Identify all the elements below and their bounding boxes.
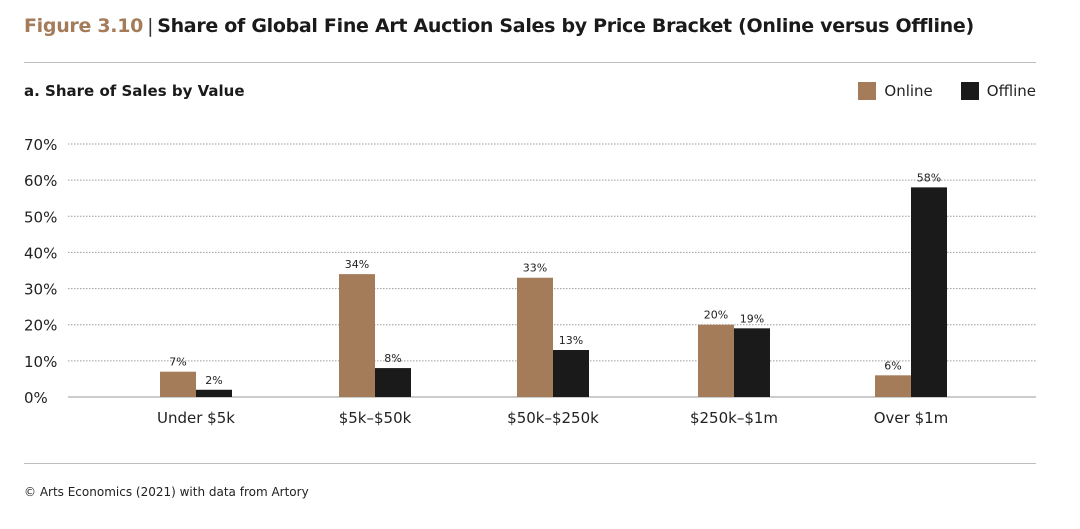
x-tick-label: $250k–$1m [690,409,778,427]
legend: Online Offline [858,82,1036,100]
y-tick-label: 20% [24,317,57,335]
x-tick-label: $50k–$250k [507,409,599,427]
bar-offline [375,368,411,397]
legend-swatch-offline [960,82,979,100]
y-tick-label: 10% [24,353,57,371]
data-label: 33% [523,262,547,275]
source-note: © Arts Economics (2021) with data from A… [24,485,309,499]
figure-title: Figure 3.10 | Share of Global Fine Art Auc… [24,15,974,37]
legend-swatch-online [858,82,877,100]
legend-label-offline: Offline [986,82,1036,100]
y-tick-label: 60% [24,172,57,190]
data-label: 19% [740,312,764,325]
bar-online [875,375,911,397]
legend-online: Online [858,82,933,100]
bar-offline [911,187,947,397]
x-tick-label: $5k–$50k [339,409,412,427]
bar-chart: 0% 10% 20% 30% 40% 50% 60% 70% 7% 2% Under $5k 34% 8… [24,136,1036,427]
y-tick-label: 40% [24,244,57,262]
bottom-divider [24,463,1036,464]
bar-offline [553,350,589,397]
title-text: Share of Global Fine Art Auction Sales b… [157,15,974,37]
bar-online [698,324,734,397]
chart-subtitle: a. Share of Sales by Value [24,82,245,100]
data-label: 6% [884,359,901,372]
data-label: 2% [205,374,222,387]
data-label: 58% [917,171,941,184]
bar-online [339,274,375,397]
bar-offline [734,328,770,397]
top-divider [24,62,1036,63]
data-label: 34% [345,258,369,271]
figure-label: Figure 3.10 [24,15,144,37]
data-label: 13% [559,334,583,347]
y-tick-label: 70% [24,136,57,154]
bar-online [160,371,196,397]
data-label: 20% [704,309,728,322]
y-tick-label: 0% [24,389,48,407]
bar-offline [196,389,232,397]
data-label: 7% [169,356,186,369]
data-label: 8% [384,352,401,365]
bar-online [517,277,553,397]
x-tick-label: Over $1m [874,409,949,427]
legend-label-online: Online [884,82,933,100]
x-tick-label: Under $5k [157,409,235,427]
title-separator: | [147,15,154,37]
y-tick-label: 50% [24,208,57,226]
legend-offline: Offline [960,82,1036,100]
y-tick-label: 30% [24,281,57,299]
